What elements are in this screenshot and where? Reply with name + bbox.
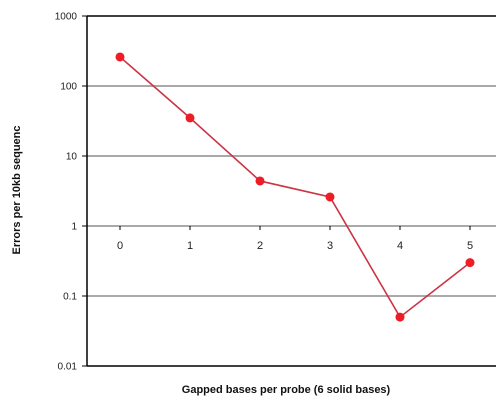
y-tick-label: 1 bbox=[71, 222, 77, 233]
gridlines bbox=[87, 85, 496, 297]
y-tick-label: 100 bbox=[60, 82, 77, 93]
x-tick-labels: 0 1 2 3 4 5 bbox=[117, 240, 473, 252]
data-point bbox=[185, 113, 195, 123]
x-tick-label: 2 bbox=[257, 240, 263, 252]
data-point bbox=[395, 312, 405, 322]
y-tick-label: 0.1 bbox=[63, 292, 77, 303]
data-point bbox=[255, 176, 265, 186]
x-tick-label: 1 bbox=[187, 240, 193, 252]
data-point bbox=[465, 258, 475, 268]
x-tick-label: 5 bbox=[467, 240, 473, 252]
x-tick-label: 3 bbox=[327, 240, 333, 252]
data-point bbox=[115, 52, 125, 62]
y-tick-label: 1000 bbox=[55, 12, 78, 23]
axes bbox=[82, 15, 496, 367]
y-tick-label: 0.01 bbox=[58, 362, 78, 373]
x-tick-label: 0 bbox=[117, 240, 123, 252]
series-line bbox=[119, 56, 471, 319]
y-tick-labels: 1000 100 10 1 0.1 0.01 bbox=[55, 12, 78, 373]
x-tick-label: 4 bbox=[397, 240, 403, 252]
y-tick-label: 10 bbox=[66, 152, 78, 163]
x-axis-label: Gapped bases per probe (6 solid bases) bbox=[182, 384, 391, 396]
data-point bbox=[325, 192, 335, 202]
series-errors bbox=[115, 52, 475, 322]
y-axis-label: Errors per 10kb sequenc bbox=[11, 125, 23, 254]
